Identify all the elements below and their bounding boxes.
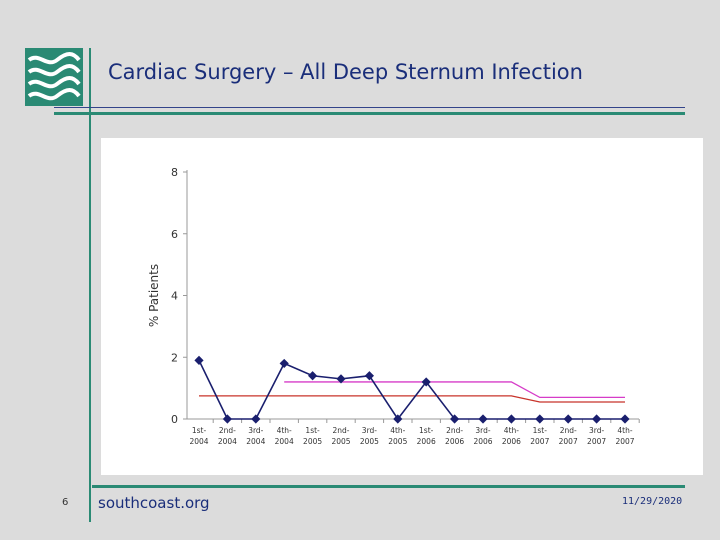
data-point-marker <box>336 374 346 384</box>
data-point-marker <box>563 414 573 424</box>
x-tick-label: 1st-2006 <box>417 426 436 446</box>
x-tick-label: 4th-2006 <box>502 426 521 446</box>
accent-vertical-line <box>89 48 91 118</box>
slide-title: Cardiac Surgery – All Deep Sternum Infec… <box>108 60 583 84</box>
x-tick-label: 4th-2007 <box>615 426 634 446</box>
southcoast-logo <box>25 48 83 106</box>
data-point-marker <box>393 414 403 424</box>
x-tick-label: 2nd-2004 <box>218 426 237 446</box>
x-tick-label: 1st-2005 <box>303 426 322 446</box>
slide-number: 6 <box>62 497 69 508</box>
data-point-marker <box>478 414 488 424</box>
data-point-marker <box>251 414 261 424</box>
data-point-marker <box>450 414 460 424</box>
data-point-marker <box>279 358 289 369</box>
x-tick-label: 3rd-2006 <box>473 426 492 446</box>
footer-site: southcoast.org <box>98 494 210 512</box>
y-tick-label: 4 <box>171 290 178 303</box>
x-tick-label: 3rd-2007 <box>587 426 606 446</box>
data-point-marker <box>364 371 374 381</box>
x-tick-label: 1st-2004 <box>189 426 208 446</box>
x-tick-label: 2nd-2007 <box>559 426 578 446</box>
x-tick-label: 2nd-2005 <box>331 426 350 446</box>
series-line-1 <box>284 381 625 399</box>
x-tick-label: 3rd-2005 <box>360 426 379 446</box>
y-tick-label: 2 <box>171 351 178 364</box>
line-chart: 0 2 4 6 8 1st-2004 2nd-2004 3rd-2004 4th-2004 1st… <box>147 166 640 446</box>
data-point-marker <box>535 414 545 424</box>
x-tick-label: 4th-2004 <box>275 426 294 446</box>
data-point-marker <box>506 414 516 424</box>
x-tick-label: 3rd-2004 <box>246 426 265 446</box>
accent-vertical-line-lower <box>89 118 91 522</box>
data-point-marker <box>308 371 318 381</box>
x-tick-label: 2nd-2006 <box>445 426 464 446</box>
data-point-marker <box>592 414 602 424</box>
slide-date: 11/29/2020 <box>622 496 683 507</box>
x-tick-label: 4th-2005 <box>388 426 407 446</box>
chart-panel: 0 2 4 6 8 1st-2004 2nd-2004 3rd-2004 4th-2004 1st… <box>101 138 703 475</box>
data-point-marker <box>222 414 232 424</box>
data-point-marker <box>194 355 204 365</box>
title-divider-thick <box>54 112 685 115</box>
y-tick-label: 6 <box>171 228 178 241</box>
y-axis-label: % Patients <box>147 264 161 327</box>
y-tick-label: 8 <box>171 166 178 179</box>
y-tick-label: 0 <box>171 413 178 426</box>
footer-divider <box>92 485 685 488</box>
series-line-2 <box>199 395 625 403</box>
x-tick-label: 1st-2007 <box>530 426 549 446</box>
data-point-marker <box>421 377 431 387</box>
series-line-0 <box>198 359 625 421</box>
data-point-marker <box>620 414 630 424</box>
title-divider-thin <box>54 107 685 108</box>
